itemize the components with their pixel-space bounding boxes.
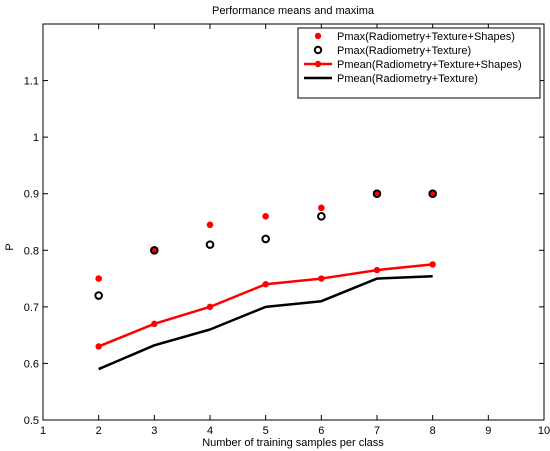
series-0-point-4	[318, 204, 325, 212]
legend-entries: Pmax(Radiometry+Texture+Shapes) Pmax(Radi…	[304, 31, 522, 85]
y-tick-label-4: 0.9	[24, 189, 39, 201]
legend-marker-2	[314, 60, 322, 68]
legend: Pmax(Radiometry+Texture+Shapes) Pmax(Radi…	[297, 27, 541, 99]
legend-label-1: Pmax(Radiometry+Texture)	[337, 45, 471, 57]
x-tick-label-2: 3	[151, 425, 157, 437]
y-tick-label-1: 0.6	[24, 358, 39, 370]
axis-ticks: 1 2 3 4 5 6 7 8 9 10 0.5 0.6 0.7 0.8 0.9 1 1.1	[24, 24, 550, 437]
series-1-point-6	[428, 189, 437, 199]
chart-title: Performance means and maxima	[212, 5, 375, 17]
x-tick-label-7: 8	[430, 425, 436, 437]
x-tick-label-6: 7	[374, 425, 380, 437]
series-1-point-0	[94, 291, 103, 300]
legend-label-0: Pmax(Radiometry+Texture+Shapes)	[337, 31, 515, 43]
series-1	[94, 189, 437, 300]
series-0-point-1	[151, 246, 158, 254]
x-tick-label-3: 4	[207, 425, 213, 437]
series-1-point-4	[317, 212, 326, 221]
series-3-line	[98, 275, 433, 371]
series-1-point-3	[261, 234, 270, 244]
series-2	[95, 261, 436, 350]
series-2-point-0	[95, 343, 102, 350]
series-0-point-2	[206, 221, 214, 229]
x-tick-label-4: 5	[263, 425, 269, 437]
y-tick-label-5: 1	[33, 132, 39, 144]
series-1-point-2	[205, 240, 215, 249]
series-2-point-6	[429, 261, 436, 268]
series-0-point-5	[373, 190, 381, 198]
series-2-point-2	[206, 303, 214, 311]
series-0-point-3	[262, 213, 269, 220]
y-tick-label-6: 1.1	[24, 76, 39, 88]
legend-marker-1	[313, 45, 323, 55]
series-2-point-1	[151, 320, 158, 328]
series-layer	[94, 189, 437, 371]
x-axis-label: Number of training samples per class	[202, 437, 384, 449]
x-tick-label-8: 9	[485, 425, 491, 437]
series-2-point-5	[373, 266, 381, 274]
x-tick-label-1: 2	[96, 425, 102, 437]
y-axis-label: P	[4, 243, 16, 250]
series-0-point-0	[95, 275, 102, 282]
series-2-point-4	[318, 275, 325, 282]
series-1-point-1	[150, 245, 159, 255]
series-0	[95, 190, 436, 282]
y-tick-label-3: 0.8	[24, 245, 39, 257]
legend-label-3: Pmean(Radiometry+Texture)	[337, 73, 478, 85]
series-0-point-6	[429, 190, 436, 198]
legend-box	[297, 27, 541, 99]
legend-marker-0	[314, 32, 322, 40]
x-tick-label-9: 10	[538, 425, 550, 437]
series-3	[98, 275, 433, 371]
x-tick-label-0: 1	[40, 425, 46, 437]
y-tick-label-2: 0.7	[24, 302, 39, 314]
y-tick-label-0: 0.5	[24, 415, 39, 427]
x-tick-label-5: 6	[318, 425, 324, 437]
series-2-point-3	[262, 281, 269, 288]
series-1-point-5	[372, 189, 382, 199]
legend-label-2: Pmean(Radiometry+Texture+Shapes)	[337, 59, 522, 71]
